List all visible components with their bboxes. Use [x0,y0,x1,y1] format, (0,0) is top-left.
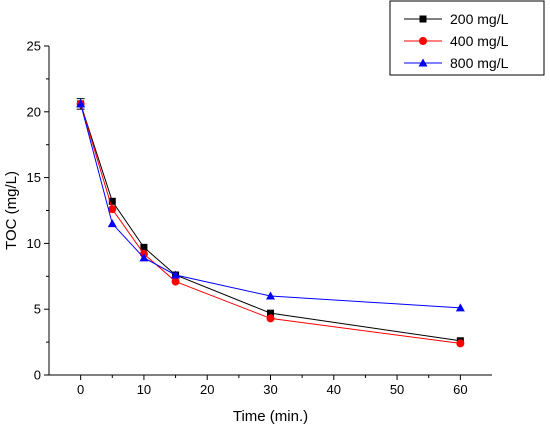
x-tick-label: 30 [263,382,277,397]
data-point [455,303,465,312]
series-line [80,103,461,342]
y-tick-label: 0 [34,368,41,383]
legend-entry-label: 200 mg/L [450,11,509,27]
x-tick-label: 50 [390,382,404,397]
data-point [267,309,274,317]
legend: 200 mg/L 400 mg/L 800 mg/L [389,0,545,76]
data-point [107,219,117,228]
data-point [108,197,116,205]
legend-entry-label: 400 mg/L [450,33,509,49]
y-axis-title: TOC (mg/L) [3,171,20,250]
data-point [266,291,275,300]
x-tick-label: 40 [327,382,341,397]
data-point [139,253,149,262]
data-point [76,99,86,108]
y-tick-label: 15 [27,170,41,185]
y-tick-label: 25 [27,39,41,54]
data-point [140,243,148,251]
legend-swatch-marker [419,15,427,23]
y-tick-label: 20 [27,104,41,119]
series-line [80,103,461,309]
legend-swatch-marker [418,58,428,67]
x-tick-label: 20 [200,382,214,397]
series-layer [76,99,465,348]
data-point [171,270,181,279]
y-tick-label: 10 [27,236,41,251]
data-point [108,205,117,214]
y-tick-label: 5 [34,302,41,317]
data-point [266,314,275,323]
x-tick-label: 0 [77,382,84,397]
series-line [80,103,461,344]
y-axis-ticks: 0 5 10 15 20 25 [27,39,49,383]
x-axis-title: Time (min.) [233,408,308,425]
x-tick-label: 10 [137,382,151,397]
legend-swatch-marker [419,37,427,45]
x-tick-label: 60 [453,382,467,397]
x-axis-ticks: 0 10 20 30 40 50 60 [77,375,468,397]
series-200-mg-l [77,100,464,345]
data-point [456,339,465,348]
legend-entry-label: 800 mg/L [450,55,509,71]
series-800-mg-l [76,99,465,312]
data-point [171,277,180,286]
